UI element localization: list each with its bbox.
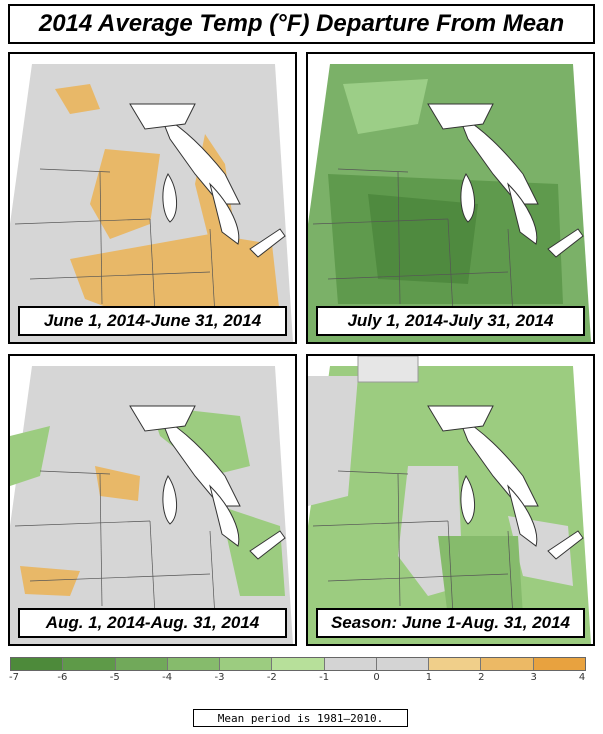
legend-tick-label: -7	[9, 672, 19, 683]
map-panel-june: June 1, 2014-June 31, 2014	[8, 52, 297, 344]
legend-swatch	[167, 658, 221, 670]
legend-swatch	[429, 658, 482, 670]
caption-july: July 1, 2014-July 31, 2014	[316, 306, 585, 336]
map-panel-july: July 1, 2014-July 31, 2014	[306, 52, 595, 344]
color-legend: -7 -6 -5 -4 -3 -2 -1 0 1 2 3 4	[9, 657, 586, 683]
legend-swatch	[11, 658, 64, 670]
legend-tick-label: -1	[319, 672, 330, 683]
legend-swatch	[324, 658, 377, 670]
map-panel-august: Aug. 1, 2014-Aug. 31, 2014	[8, 354, 297, 646]
legend-swatch	[376, 658, 430, 670]
legend-swatch	[63, 658, 116, 670]
caption-june: June 1, 2014-June 31, 2014	[18, 306, 287, 336]
legend-tick-labels: -7 -6 -5 -4 -3 -2 -1 0 1 2 3 4	[9, 672, 586, 688]
map-june	[10, 54, 295, 342]
legend-tick-label: 4	[578, 672, 586, 683]
legend-swatch	[115, 658, 168, 670]
legend-color-bar	[10, 657, 586, 671]
page-title: 2014 Average Temp (°F) Departure From Me…	[8, 4, 595, 44]
map-season	[308, 356, 593, 644]
legend-tick-label: 2	[478, 672, 485, 683]
map-panel-season: Season: June 1-Aug. 31, 2014	[306, 354, 595, 646]
legend-swatch	[220, 658, 273, 670]
legend-tick-label: -4	[162, 672, 173, 683]
legend-swatch	[533, 658, 585, 670]
legend-tick-label: -2	[266, 672, 277, 683]
mean-period-note: Mean period is 1981–2010.	[193, 709, 408, 727]
legend-swatch	[272, 658, 325, 670]
legend-swatch	[481, 658, 534, 670]
caption-season: Season: June 1-Aug. 31, 2014	[316, 608, 585, 638]
legend-tick-label: 3	[530, 672, 537, 683]
legend-tick-label: -5	[109, 672, 120, 683]
caption-august: Aug. 1, 2014-Aug. 31, 2014	[18, 608, 287, 638]
legend-tick-label: -3	[214, 672, 225, 683]
map-july	[308, 54, 593, 342]
legend-tick-label: 0	[373, 672, 380, 683]
legend-tick-label: -6	[57, 672, 68, 683]
map-august	[10, 356, 295, 644]
legend-tick-label: 1	[425, 672, 433, 683]
